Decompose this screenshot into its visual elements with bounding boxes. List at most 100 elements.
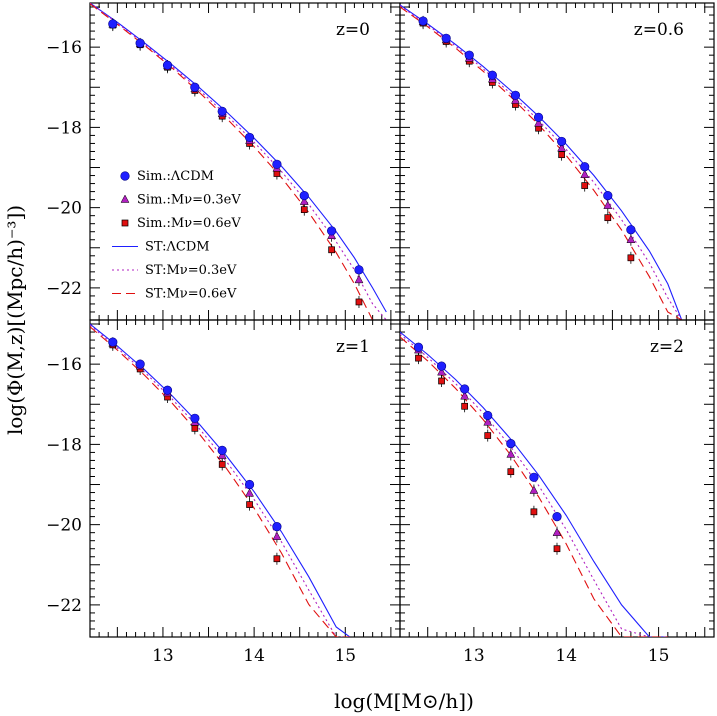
legend-label: Sim.:ΛCDM xyxy=(137,169,214,184)
x-tick-label: 13 xyxy=(463,646,485,666)
st-curve-nu06 xyxy=(400,336,668,637)
sim-point-nu03 xyxy=(603,200,613,209)
st-curve-lcdm xyxy=(400,4,683,320)
sim-point-lcdm xyxy=(272,522,282,532)
sim-point-lcdm xyxy=(244,479,255,490)
st-curve-lcdm xyxy=(90,323,351,637)
legend-entry-5: ST:Mν=0.6eV xyxy=(112,287,237,302)
sim-point-lcdm xyxy=(244,132,255,143)
legend-label: Sim.:Mν=0.6eV xyxy=(137,216,241,231)
panel-3: z=2 xyxy=(399,319,715,638)
sim-point-lcdm xyxy=(108,337,118,347)
panel-frame xyxy=(399,319,715,638)
sim-point-nu06 xyxy=(627,254,635,262)
y-tick-label: −20 xyxy=(46,199,82,219)
sim-point-nu06 xyxy=(246,501,253,508)
sim-point-nu03 xyxy=(534,118,543,127)
sim-point-lcdm xyxy=(533,112,544,122)
sim-point-nu03 xyxy=(460,391,470,400)
sim-point-nu03 xyxy=(626,234,636,243)
panel-label: z=0 xyxy=(336,20,370,40)
x-tick-label: 14 xyxy=(555,646,577,666)
legend-entry-4: ST:Mν=0.3eV xyxy=(112,263,237,278)
sim-point-nu03 xyxy=(529,485,539,494)
x-tick-label: 15 xyxy=(334,646,356,666)
st-curve-nu03 xyxy=(90,324,350,637)
sim-point-lcdm xyxy=(162,385,173,395)
y-tick-label: −22 xyxy=(46,596,82,616)
sim-point-lcdm xyxy=(603,191,613,201)
sim-point-lcdm xyxy=(557,136,567,147)
y-tick-label: −18 xyxy=(46,435,82,455)
sim-point-lcdm xyxy=(626,225,636,235)
legend-marker-triangle xyxy=(120,194,130,203)
sim-point-lcdm xyxy=(354,265,364,275)
y-tick-label: −16 xyxy=(46,355,82,375)
sim-point-lcdm xyxy=(441,33,451,43)
sim-point-nu06 xyxy=(581,182,589,189)
sim-point-nu03 xyxy=(299,196,309,205)
sim-point-nu06 xyxy=(530,508,538,516)
legend-marker-circle xyxy=(120,171,130,181)
sim-point-nu06 xyxy=(191,424,199,432)
sim-point-lcdm xyxy=(135,38,145,48)
sim-point-lcdm xyxy=(108,19,118,29)
legend-entry-1: Sim.:Mν=0.3eV xyxy=(120,193,241,208)
panel-frame xyxy=(89,2,401,321)
st-curve-nu03 xyxy=(400,5,683,320)
sim-point-nu06 xyxy=(328,246,335,254)
st-curve-lcdm xyxy=(90,3,387,313)
sim-point-nu06 xyxy=(273,555,281,563)
sim-point-nu06 xyxy=(558,151,565,159)
legend-marker-square xyxy=(121,219,129,227)
sim-point-lcdm xyxy=(580,162,590,172)
sim-point-nu03 xyxy=(506,449,516,458)
sim-point-lcdm xyxy=(506,438,516,449)
sim-point-lcdm xyxy=(418,16,428,26)
sim-point-lcdm xyxy=(436,361,447,371)
st-curve-nu03 xyxy=(400,333,668,637)
sim-point-nu06 xyxy=(300,206,308,214)
legend-label: ST:Mν=0.6eV xyxy=(145,287,237,302)
st-curve-nu03 xyxy=(90,3,387,320)
sim-point-nu03 xyxy=(483,417,493,426)
sim-point-lcdm xyxy=(327,226,337,236)
sim-point-nu03 xyxy=(557,143,567,152)
sim-point-nu03 xyxy=(580,169,590,178)
sim-point-nu06 xyxy=(507,468,515,476)
sim-point-nu06 xyxy=(604,214,612,222)
sim-point-nu06 xyxy=(553,545,561,553)
legend-label: ST:ΛCDM xyxy=(145,240,210,255)
sim-point-lcdm xyxy=(487,70,497,80)
panel-label: z=0.6 xyxy=(634,20,684,40)
sim-point-lcdm xyxy=(413,342,424,352)
sim-point-lcdm xyxy=(272,159,282,169)
sim-point-lcdm xyxy=(552,512,562,522)
sim-point-lcdm xyxy=(510,90,521,100)
sim-point-lcdm xyxy=(190,82,200,92)
panel-label: z=2 xyxy=(650,337,684,357)
sim-point-lcdm xyxy=(464,50,474,60)
y-axis-label: log(Φ(M,z)[(Mpc/h)⁻³]) xyxy=(3,205,27,435)
legend-entry-0: Sim.:ΛCDM xyxy=(120,169,214,184)
x-axis-label: log(M[M⊙/h]) xyxy=(334,689,474,713)
sim-point-nu06 xyxy=(218,461,226,468)
panel-2: z=1 xyxy=(89,319,401,638)
sim-point-lcdm xyxy=(483,410,493,421)
sim-point-lcdm xyxy=(460,384,470,394)
sim-point-lcdm xyxy=(299,191,309,201)
sim-point-lcdm xyxy=(135,359,145,369)
x-tick-label: 14 xyxy=(243,646,265,666)
legend: Sim.:ΛCDM Sim.:Mν=0.3eV Sim.:Mν=0.6eV ST:ΛC… xyxy=(112,169,241,302)
sim-point-lcdm xyxy=(529,472,539,482)
sim-point-lcdm xyxy=(162,60,173,70)
legend-entry-2: Sim.:Mν=0.6eV xyxy=(121,216,241,231)
legend-label: ST:Mν=0.3eV xyxy=(145,263,237,278)
sim-point-nu03 xyxy=(354,274,364,284)
legend-label: Sim.:Mν=0.3eV xyxy=(137,193,241,208)
sim-point-nu06 xyxy=(484,432,492,439)
y-tick-label: −16 xyxy=(46,38,82,58)
panel-frame xyxy=(399,2,715,321)
sim-point-lcdm xyxy=(217,445,227,456)
